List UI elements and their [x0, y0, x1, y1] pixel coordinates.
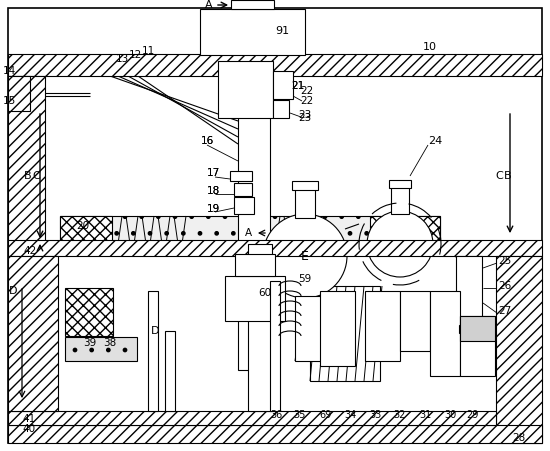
Bar: [8, 54, 542, 76]
Text: 33: 33: [369, 410, 381, 420]
Bar: [8, 240, 542, 256]
Text: 25: 25: [498, 256, 512, 266]
Text: 40: 40: [22, 424, 35, 434]
Text: 27: 27: [498, 306, 512, 316]
Text: D: D: [151, 326, 160, 336]
Text: 22: 22: [300, 86, 313, 96]
Text: E: E: [301, 249, 309, 262]
Bar: [295, 188, 315, 218]
Bar: [310, 286, 380, 381]
Bar: [273, 100, 289, 118]
Bar: [365, 291, 400, 361]
Text: 30: 30: [444, 410, 456, 420]
Bar: [496, 256, 542, 443]
Bar: [270, 281, 280, 411]
Text: 16: 16: [200, 136, 213, 146]
Bar: [295, 296, 330, 361]
Text: 19: 19: [206, 204, 219, 214]
Bar: [456, 256, 482, 336]
Text: 22: 22: [300, 96, 313, 106]
Bar: [292, 181, 318, 190]
Text: 11: 11: [141, 46, 155, 56]
Circle shape: [263, 214, 347, 298]
Text: 16: 16: [200, 136, 213, 146]
Text: 13: 13: [116, 54, 129, 64]
Text: 29: 29: [466, 410, 478, 420]
Text: 23: 23: [298, 113, 312, 123]
Bar: [148, 291, 158, 411]
Text: 91: 91: [275, 26, 289, 36]
Text: 15: 15: [3, 96, 16, 106]
Bar: [225, 276, 285, 321]
Bar: [165, 331, 175, 411]
Bar: [234, 197, 254, 214]
Text: 20: 20: [76, 221, 90, 231]
Bar: [468, 325, 476, 333]
Text: 35: 35: [294, 410, 306, 420]
Bar: [8, 76, 30, 111]
Text: 60: 60: [258, 288, 272, 298]
Bar: [65, 288, 113, 336]
Bar: [430, 291, 460, 376]
Bar: [8, 76, 45, 250]
Text: 28: 28: [513, 433, 526, 443]
Bar: [234, 183, 252, 196]
Text: D: D: [9, 286, 17, 296]
Text: 39: 39: [84, 338, 97, 348]
Text: 18: 18: [206, 186, 219, 196]
Bar: [459, 325, 467, 333]
Text: 14: 14: [3, 66, 16, 76]
Text: 17: 17: [206, 168, 219, 178]
Bar: [460, 316, 495, 376]
Text: 41: 41: [22, 414, 35, 424]
Bar: [248, 244, 272, 411]
Text: 26: 26: [498, 281, 512, 291]
Bar: [400, 291, 430, 351]
Text: 59: 59: [298, 274, 312, 284]
Bar: [231, 0, 274, 9]
Text: B: B: [24, 171, 32, 181]
Circle shape: [367, 211, 433, 277]
Bar: [65, 337, 137, 361]
Text: 24: 24: [428, 136, 442, 146]
Text: 17: 17: [206, 168, 219, 178]
Bar: [60, 216, 112, 244]
Text: C: C: [495, 171, 503, 181]
Bar: [389, 180, 411, 188]
Text: 69: 69: [319, 410, 331, 420]
Bar: [273, 71, 293, 99]
Text: 21: 21: [292, 81, 305, 91]
Bar: [230, 171, 252, 181]
Bar: [235, 254, 275, 276]
Text: 42: 42: [23, 246, 36, 256]
Text: A: A: [205, 0, 213, 10]
Text: 12: 12: [128, 50, 142, 60]
Text: 21: 21: [292, 81, 305, 91]
Text: 19: 19: [206, 204, 219, 214]
Bar: [200, 9, 305, 55]
Text: 10: 10: [423, 42, 437, 52]
Bar: [238, 74, 270, 370]
Bar: [8, 425, 542, 443]
Bar: [391, 186, 409, 214]
Text: 18: 18: [206, 186, 219, 196]
Text: 32: 32: [394, 410, 406, 420]
Text: 31: 31: [419, 410, 431, 420]
Text: 34: 34: [344, 410, 356, 420]
Bar: [218, 61, 273, 118]
Text: 23: 23: [298, 110, 312, 120]
Bar: [8, 256, 58, 411]
Bar: [370, 216, 440, 244]
Bar: [460, 316, 495, 341]
Text: C: C: [32, 171, 40, 181]
Text: A: A: [244, 228, 251, 238]
Text: B: B: [504, 171, 512, 181]
Bar: [8, 411, 496, 425]
Bar: [320, 291, 355, 366]
Text: 38: 38: [103, 338, 117, 348]
Text: 36: 36: [270, 410, 282, 420]
Bar: [60, 216, 440, 244]
